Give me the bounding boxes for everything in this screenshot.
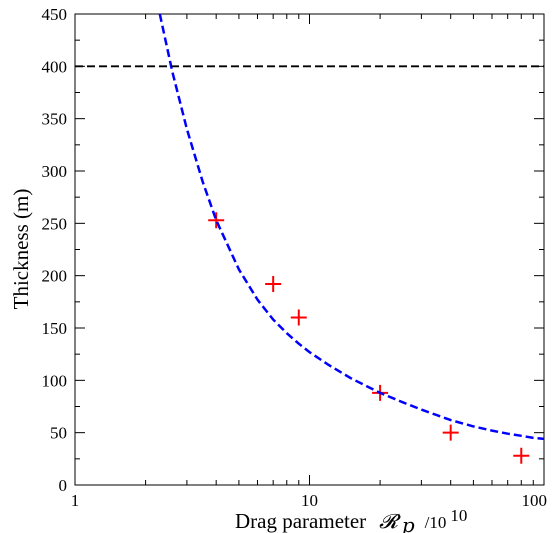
plot-frame (74, 13, 545, 486)
y-tick-label: 50 (50, 424, 67, 443)
y-tick-label: 250 (42, 214, 68, 233)
x-tick-label: 1 (71, 491, 80, 510)
data-point (208, 212, 225, 229)
y-tick-label: 100 (42, 371, 68, 390)
x-axis: 1 10 100 (71, 14, 547, 510)
data-point (442, 424, 459, 441)
x-axis-title: Drag parameter 𝓡 p /10 10 (235, 506, 467, 533)
data-point (265, 276, 282, 293)
x-axis-title-subscript: p (402, 513, 415, 533)
data-point (513, 447, 530, 464)
y-tick-label: 400 (42, 57, 68, 76)
y-tick-label: 0 (59, 476, 68, 495)
x-axis-title-exponent: 10 (450, 506, 467, 525)
y-axis-title: Thickness (m) (9, 189, 33, 310)
y-tick-label: 300 (42, 162, 68, 181)
x-tick-label: 10 (301, 491, 318, 510)
fit-curve (158, 13, 545, 441)
y-tick-label: 200 (42, 267, 68, 286)
y-tick-label: 350 (42, 110, 68, 129)
x-axis-title-suffix: /10 (425, 513, 447, 532)
y-tick-label: 450 (42, 5, 68, 24)
plot-area (75, 13, 545, 464)
x-axis-title-symbol: 𝓡 (379, 509, 401, 533)
data-point (290, 309, 307, 326)
y-axis: 0 50 100 150 200 250 300 350 400 450 (42, 5, 544, 495)
y-tick-label: 150 (42, 319, 68, 338)
x-axis-title-prefix: Drag parameter (235, 509, 366, 533)
x-tick-label: 100 (522, 491, 548, 510)
